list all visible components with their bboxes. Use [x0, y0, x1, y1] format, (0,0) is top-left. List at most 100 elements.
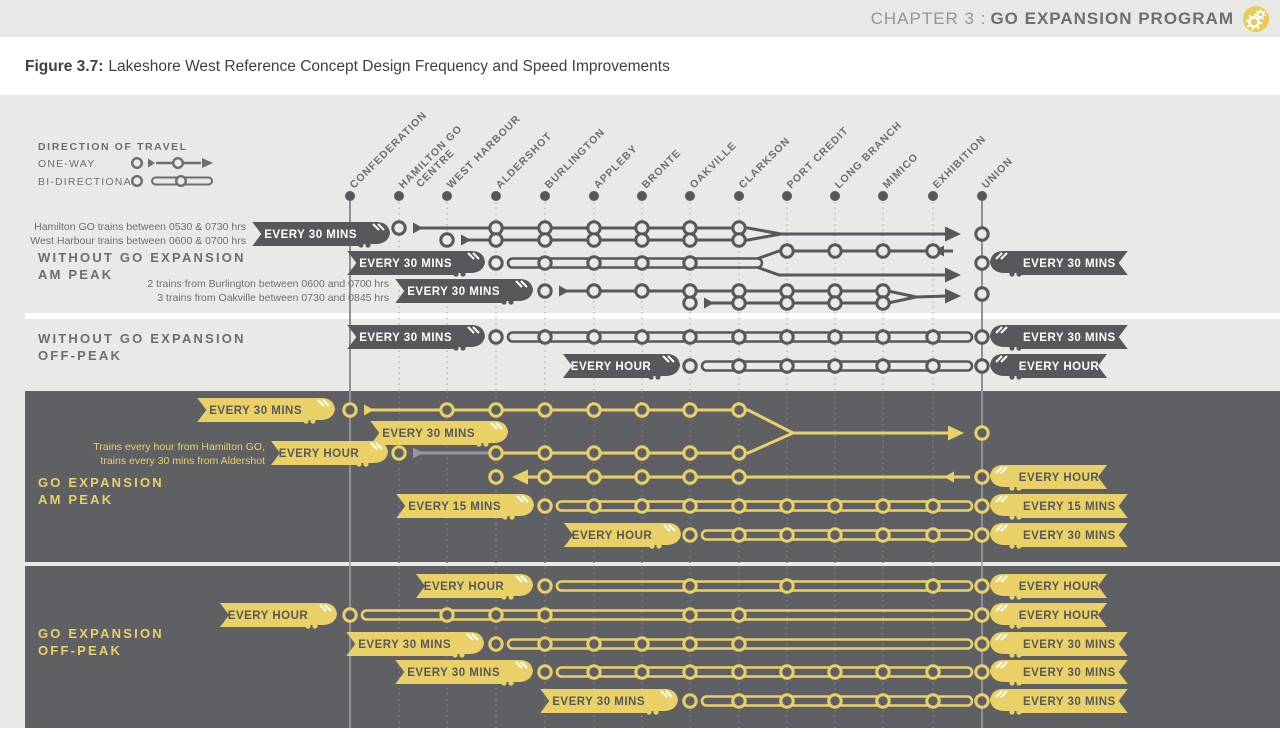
frequency-badge: EVERY 15 MINS: [990, 494, 1128, 520]
route-line: [496, 431, 794, 455]
station-stop-marker: [342, 607, 358, 623]
badge-label: EVERY HOUR: [1019, 361, 1100, 373]
badge-label: EVERY 15 MINS: [408, 501, 501, 513]
figure-label: Figure 3.7:: [25, 58, 104, 75]
station-dot: [540, 191, 550, 201]
train-windshield: [472, 252, 480, 260]
arrowhead: [948, 425, 964, 441]
station-stop-marker: [537, 255, 553, 271]
station-stop-marker: [634, 283, 650, 299]
train-windshield: [995, 355, 1003, 363]
station-stop-marker: [586, 283, 602, 299]
station-stop-marker: [731, 527, 747, 543]
station-stop-marker: [875, 527, 891, 543]
badge-label: EVERY 30 MINS: [1023, 696, 1116, 708]
route-line: [757, 266, 947, 277]
train-windshield: [995, 575, 1003, 583]
train-windshield: [1000, 575, 1008, 583]
station-stop-marker: [779, 527, 795, 543]
badge-label: EVERY HOUR: [279, 448, 360, 460]
station-dot: [734, 191, 744, 201]
station-stop-marker: [827, 664, 843, 680]
annotation-text: Trains every hour from Hamilton GO,: [93, 441, 265, 453]
train-windshield: [665, 690, 673, 698]
train-windshield: [1000, 633, 1008, 641]
train-wheel: [452, 652, 458, 658]
station-stop-marker: [682, 498, 698, 514]
station-stop-marker: [731, 445, 747, 461]
annotation-text: trains every 30 mins from Aldershot: [100, 455, 265, 467]
station-stop-marker: [682, 664, 698, 680]
figure-title: Lakeshore West Reference Concept Design …: [108, 58, 670, 75]
station-stop-marker: [827, 693, 843, 709]
train-windshield: [495, 422, 503, 430]
station-stop-marker: [682, 578, 698, 594]
badge-ribbon: [564, 523, 651, 547]
train-wheel: [305, 623, 311, 629]
chapter-heading: CHAPTER 3 : GO EXPANSION PROGRAM: [871, 9, 1234, 29]
arrowhead: [945, 288, 961, 304]
station-stop-marker: [537, 445, 553, 461]
frequency-badge: EVERY 30 MINS: [990, 251, 1128, 277]
train-windshield: [1000, 604, 1008, 612]
train-wheel: [1016, 594, 1022, 600]
train-wheel: [1016, 709, 1022, 715]
frequency-badge: EVERY HOUR: [990, 574, 1107, 600]
station-stop-marker: [488, 445, 504, 461]
train-wheel: [310, 418, 316, 424]
station-dot: [977, 191, 987, 201]
train-wheel: [655, 374, 661, 380]
annotation-note: Hamilton GO trains between 0530 & 0730 h…: [30, 221, 246, 247]
train-windshield: [317, 399, 325, 407]
frequency-badge: EVERY 30 MINS: [540, 689, 678, 715]
badge-label: EVERY 15 MINS: [1023, 501, 1116, 513]
station-stop-marker: [731, 232, 747, 248]
station-stop-marker: [731, 358, 747, 374]
train-windshield: [520, 280, 528, 288]
train-windshield: [377, 223, 385, 231]
station-stop-marker: [974, 286, 990, 302]
badge-label: EVERY HOUR: [1019, 610, 1100, 622]
train-windshield: [1000, 252, 1008, 260]
station-stop-marker: [130, 174, 143, 187]
section-heading: OFF-PEAK: [38, 643, 122, 658]
frequency-badge: EVERY HOUR: [416, 574, 533, 600]
train-wheel: [453, 345, 459, 351]
section-go-expansion-off-peak: GO EXPANSION OFF-PEAK EVERY HOUR EVERY HOUR…: [38, 574, 1128, 715]
train-wheel: [312, 623, 318, 629]
frequency-badge: EVERY 30 MINS: [395, 660, 533, 686]
station-stop-marker: [731, 607, 747, 623]
station-stop-marker: [779, 358, 795, 374]
train-windshield: [375, 442, 383, 450]
station-stop-marker: [925, 498, 941, 514]
badge-ribbon: [346, 632, 454, 656]
station-stop-marker: [586, 445, 602, 461]
station-stop-marker: [682, 607, 698, 623]
station-stop-marker: [537, 402, 553, 418]
badge-ribbon: [1020, 465, 1107, 489]
train-wheel: [501, 594, 507, 600]
badge-label: EVERY 30 MINS: [407, 667, 500, 679]
annotation-text: West Harbour trains between 0600 & 0700 …: [30, 235, 246, 247]
frequency-badge: EVERY 30 MINS: [990, 689, 1128, 715]
bidirectional-route: [555, 666, 974, 678]
train-windshield: [1000, 326, 1008, 334]
train-windshield: [1000, 466, 1008, 474]
legend-item-label: BI-DIRECTIONAL: [38, 176, 139, 188]
frequency-badge: EVERY HOUR: [563, 354, 680, 380]
arrowhead: [945, 267, 961, 283]
station-stop-marker: [586, 255, 602, 271]
section-heading: GO EXPANSION: [38, 475, 164, 490]
station-stop-marker: [827, 498, 843, 514]
station-dot: [782, 191, 792, 201]
station-dot: [394, 191, 404, 201]
badge-label: EVERY 30 MINS: [358, 639, 451, 651]
badge-ribbon: [395, 660, 503, 684]
legend: DIRECTION OF TRAVEL ONE-WAY BI-DIRECTIONAL: [38, 141, 213, 188]
train-windshield: [490, 422, 498, 430]
station-stop-marker: [779, 578, 795, 594]
train-windshield: [515, 661, 523, 669]
annotation-text: 2 trains from Burlington between 0600 an…: [147, 278, 389, 290]
station-stop-marker: [974, 255, 990, 271]
